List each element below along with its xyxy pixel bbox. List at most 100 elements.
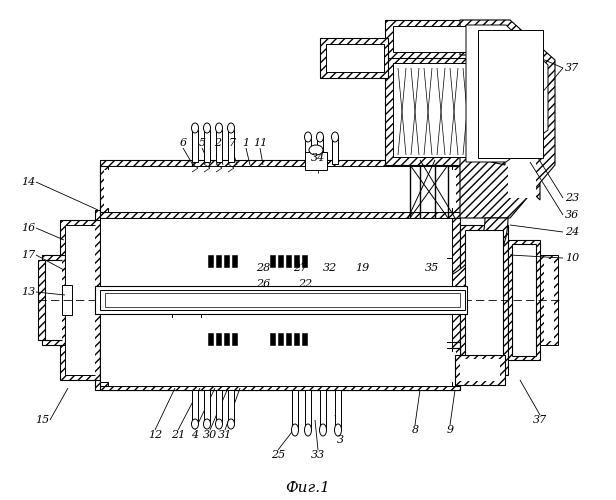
Text: 12: 12	[148, 430, 162, 440]
Bar	[286, 333, 291, 345]
Polygon shape	[460, 20, 555, 218]
Polygon shape	[505, 55, 540, 200]
Polygon shape	[238, 258, 270, 344]
Polygon shape	[38, 260, 48, 340]
Bar	[465, 230, 503, 370]
Text: 7: 7	[229, 138, 235, 148]
Bar	[332, 138, 338, 164]
Polygon shape	[42, 255, 65, 345]
Bar	[508, 60, 536, 198]
Bar	[204, 390, 210, 422]
Bar	[278, 255, 283, 267]
Bar	[455, 355, 505, 385]
Text: 2: 2	[214, 138, 222, 148]
Bar	[108, 348, 452, 386]
Text: 30: 30	[203, 430, 217, 440]
Text: 15: 15	[35, 415, 49, 425]
Ellipse shape	[203, 123, 211, 133]
Bar	[270, 255, 275, 267]
Polygon shape	[60, 220, 100, 380]
Bar	[105, 222, 447, 287]
Ellipse shape	[331, 132, 339, 142]
Bar	[292, 390, 298, 428]
Ellipse shape	[317, 132, 323, 142]
Polygon shape	[466, 25, 548, 162]
Bar	[278, 333, 283, 345]
Text: Фиг.1: Фиг.1	[286, 481, 330, 495]
Ellipse shape	[309, 145, 323, 155]
Text: 19: 19	[355, 263, 369, 273]
Bar	[100, 290, 465, 310]
Ellipse shape	[216, 419, 222, 429]
Text: 35: 35	[425, 263, 439, 273]
Text: 8: 8	[411, 425, 418, 435]
Polygon shape	[385, 20, 510, 58]
Bar	[105, 293, 460, 307]
Bar	[224, 255, 229, 267]
Text: 37: 37	[565, 63, 579, 73]
Text: 24: 24	[565, 227, 579, 237]
Bar	[302, 255, 307, 267]
Text: 1: 1	[243, 138, 249, 148]
Polygon shape	[100, 342, 460, 390]
Bar	[478, 30, 543, 158]
Polygon shape	[320, 38, 388, 78]
Polygon shape	[460, 225, 508, 375]
Polygon shape	[345, 253, 390, 347]
Bar	[216, 255, 221, 267]
Bar	[393, 26, 503, 52]
Text: 21: 21	[171, 430, 185, 440]
Ellipse shape	[334, 424, 341, 436]
Ellipse shape	[291, 424, 299, 436]
Bar	[216, 390, 222, 422]
Bar	[294, 255, 299, 267]
Bar	[62, 285, 72, 315]
Bar	[394, 352, 456, 382]
Text: 14: 14	[21, 177, 35, 187]
Bar	[320, 390, 326, 428]
Ellipse shape	[203, 419, 211, 429]
Bar	[224, 333, 229, 345]
Ellipse shape	[227, 419, 235, 429]
Text: 27: 27	[293, 263, 307, 273]
Text: 28: 28	[256, 263, 270, 273]
Bar	[100, 218, 452, 382]
Text: 4: 4	[192, 430, 198, 440]
Bar	[232, 333, 237, 345]
Text: 23: 23	[565, 193, 579, 203]
Bar	[393, 63, 503, 157]
Bar	[208, 333, 213, 345]
Bar	[460, 359, 500, 381]
Bar	[286, 255, 291, 267]
Text: 25: 25	[271, 450, 285, 460]
Polygon shape	[333, 218, 508, 306]
Bar	[105, 318, 447, 378]
Bar	[216, 130, 222, 162]
Bar	[242, 262, 266, 340]
Text: 33: 33	[311, 450, 325, 460]
Bar	[232, 255, 237, 267]
Bar	[305, 138, 311, 164]
Text: 36: 36	[565, 210, 579, 220]
Bar	[540, 255, 558, 345]
Bar	[65, 225, 95, 375]
Text: 22: 22	[298, 279, 312, 289]
Polygon shape	[390, 166, 460, 212]
Bar	[204, 130, 210, 162]
Text: 11: 11	[253, 138, 267, 148]
Polygon shape	[385, 55, 510, 165]
Bar	[104, 170, 156, 208]
Bar	[326, 44, 384, 72]
Text: 9: 9	[447, 425, 453, 435]
Ellipse shape	[216, 123, 222, 133]
Text: 13: 13	[21, 287, 35, 297]
Ellipse shape	[304, 132, 312, 142]
Bar	[95, 286, 467, 314]
Bar	[302, 333, 307, 345]
Bar	[104, 352, 156, 382]
Text: 10: 10	[565, 253, 579, 263]
Text: 6: 6	[179, 138, 187, 148]
Polygon shape	[95, 210, 460, 390]
Ellipse shape	[304, 424, 312, 436]
Polygon shape	[168, 253, 205, 347]
